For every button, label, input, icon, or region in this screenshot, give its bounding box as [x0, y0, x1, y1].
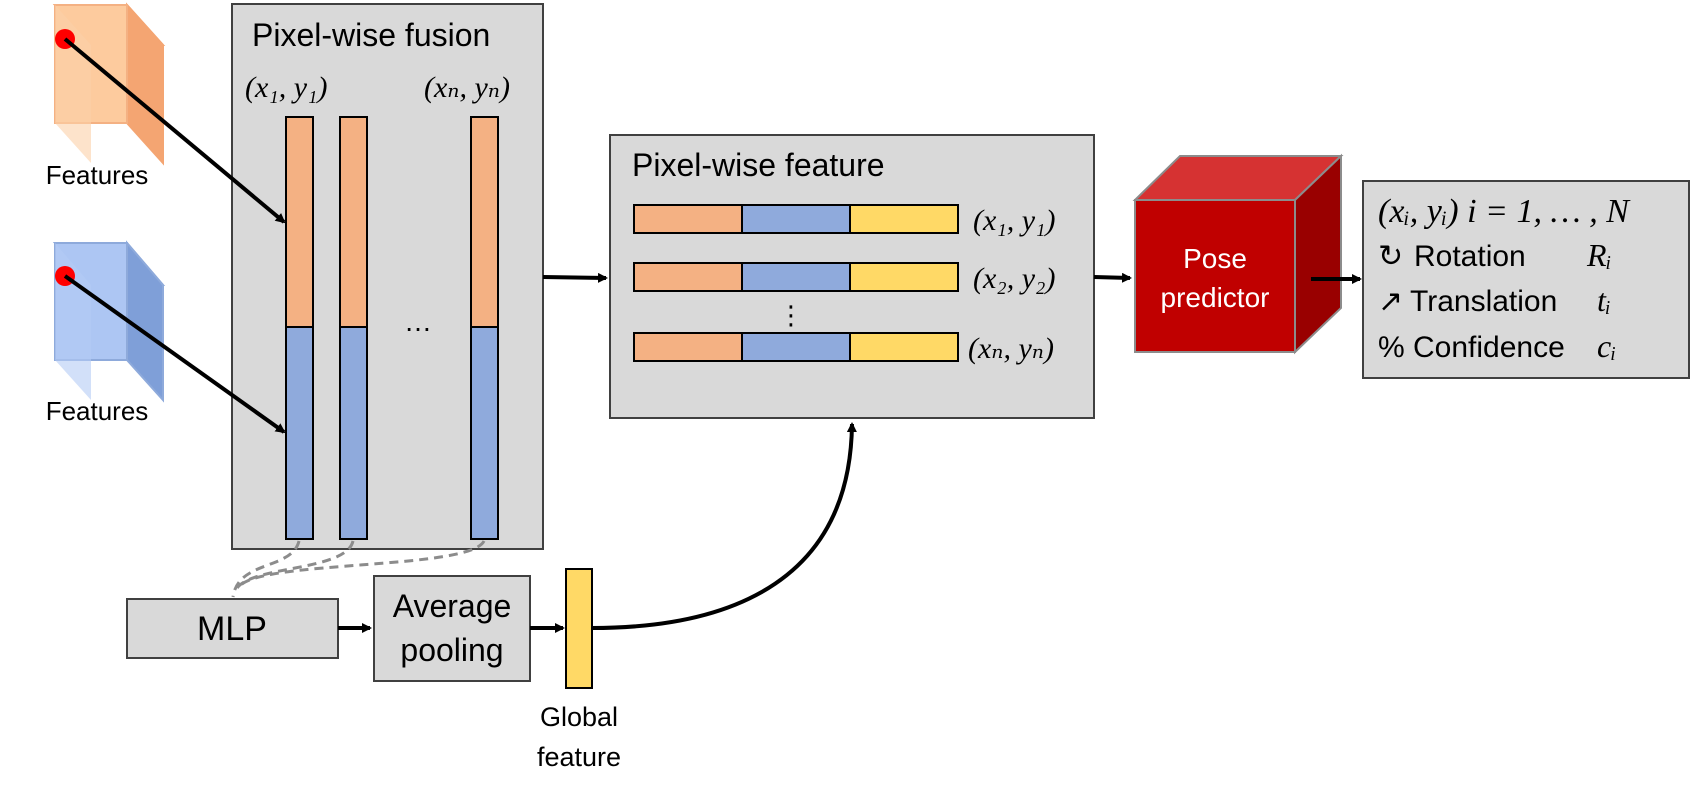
rgb-feature-map: [52, 2, 166, 166]
fusion-ellipsis: …: [404, 306, 432, 337]
column-to-mlp-connectors: [231, 540, 486, 598]
pixel-feature-row-coord: (xₙ, yₙ): [968, 332, 1054, 365]
confidence-label: Confidence: [1413, 331, 1565, 364]
average-pooling-line2: pooling: [400, 632, 503, 668]
global-to-feature-arrow: [591, 422, 857, 630]
rgb-to-fusion-arrow: [63, 37, 286, 224]
output-box: [1362, 180, 1690, 379]
depth-feature-map: [52, 240, 166, 403]
global-feature-bar: [565, 568, 593, 689]
global-feature-line1: Global: [540, 702, 618, 732]
fused-column: [285, 116, 314, 540]
pixel-feature-row-coord: (x₂, y₂): [973, 262, 1055, 295]
pixel-feature-row: [633, 204, 959, 234]
global-feature-line2: feature: [537, 742, 621, 772]
fusion-to-feature-arrow: [542, 272, 608, 283]
depth-to-fusion-arrow: [63, 274, 286, 434]
translation-icon: ↗: [1378, 285, 1403, 318]
fusion-first-coord: (x₁, y₁): [245, 71, 327, 104]
pixel-feature-row: [633, 262, 959, 292]
pose-predictor-cube: [1132, 153, 1344, 355]
confidence-symbol: cᵢ: [1597, 328, 1616, 364]
average-pooling-line1: Average: [393, 588, 512, 624]
output-index-line: (xᵢ, yᵢ) i = 1, … , N: [1378, 193, 1631, 230]
pixel-feature-ellipsis: ⋮: [778, 300, 804, 330]
fusion-last-coord: (xₙ, yₙ): [424, 71, 510, 104]
depth-features-label: Features: [46, 396, 149, 426]
pixel-feature-row-coord: (x₁, y₁): [973, 204, 1055, 237]
pose-predictor-line2: predictor: [1161, 282, 1270, 313]
pose-predictor-line1: Pose: [1183, 243, 1247, 274]
translation-symbol: tᵢ: [1597, 282, 1611, 318]
pixel-feature-title: Pixel-wise feature: [632, 147, 885, 183]
fused-column: [339, 116, 368, 540]
rotation-icon: ↻: [1378, 240, 1403, 273]
pixel-feature-row: [633, 332, 959, 362]
rgb-features-label: Features: [46, 160, 149, 190]
confidence-icon: %: [1378, 331, 1405, 364]
rotation-symbol: Rᵢ: [1586, 237, 1612, 273]
translation-label: Translation: [1410, 285, 1557, 318]
rotation-label: Rotation: [1414, 240, 1526, 273]
fusion-title: Pixel-wise fusion: [252, 17, 490, 53]
mlp-label: MLP: [197, 610, 267, 648]
fused-column: [470, 116, 499, 540]
feature-to-predictor-arrow: [1093, 272, 1132, 283]
